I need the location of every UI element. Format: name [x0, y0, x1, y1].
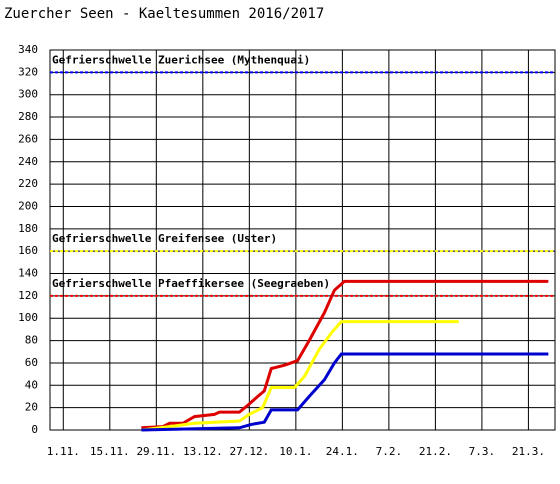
- x-tick-label: 29.11.: [136, 445, 176, 458]
- x-tick-label: 1.11.: [47, 445, 80, 458]
- y-tick-label: 160: [18, 244, 38, 257]
- x-tick-label: 10.1.: [279, 445, 312, 458]
- y-tick-label: 280: [18, 110, 38, 123]
- y-tick-label: 320: [18, 65, 38, 78]
- data-line: [141, 352, 549, 432]
- x-tick-label: 24.1.: [326, 445, 359, 458]
- y-tick-label: 260: [18, 132, 38, 145]
- threshold-label: Gefrierschwelle Zuerichsee (Mythenquai): [52, 53, 310, 66]
- y-tick-label: 0: [31, 423, 38, 436]
- y-tick-label: 80: [25, 334, 38, 347]
- y-tick-label: 220: [18, 177, 38, 190]
- y-tick-label: 100: [18, 311, 38, 324]
- x-tick-label: 15.11.: [90, 445, 130, 458]
- threshold-label: Gefrierschwelle Greifensee (Uster): [52, 232, 277, 245]
- y-tick-label: 300: [18, 88, 38, 101]
- y-tick-label: 180: [18, 222, 38, 235]
- x-tick-label: 21.3.: [512, 445, 545, 458]
- y-tick-label: 40: [25, 378, 38, 391]
- x-tick-label: 21.2.: [419, 445, 452, 458]
- x-tick-label: 13.12.: [183, 445, 223, 458]
- x-tick-label: 27.12.: [229, 445, 269, 458]
- plot-border: [49, 49, 556, 431]
- y-tick-label: 20: [25, 401, 38, 414]
- y-tick-label: 140: [18, 267, 38, 280]
- data-line: [141, 320, 459, 432]
- threshold-label: Gefrierschwelle Pfaeffikersee (Seegraebe…: [52, 277, 330, 290]
- y-tick-label: 60: [25, 356, 38, 369]
- y-tick-label: 200: [18, 199, 38, 212]
- y-tick-label: 120: [18, 289, 38, 302]
- y-tick-label: 240: [18, 155, 38, 168]
- chart-title: Zuercher Seen - Kaeltesummen 2016/2017: [4, 6, 324, 22]
- data-line: [141, 279, 549, 430]
- x-tick-label: 7.3.: [469, 445, 496, 458]
- y-tick-label: 340: [18, 43, 38, 56]
- x-tick-label: 7.2.: [376, 445, 403, 458]
